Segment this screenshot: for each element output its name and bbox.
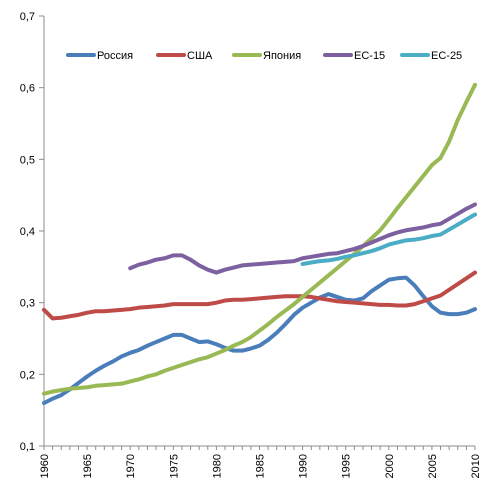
x-tick-label: 1990 — [298, 454, 310, 478]
x-tick-label: 1980 — [211, 454, 223, 478]
x-tick-label: 1970 — [125, 454, 137, 478]
x-tick-label: 1985 — [255, 454, 267, 478]
legend: Россия США Япония ЕС-15 ЕС-25 — [66, 50, 462, 62]
legend-label: ЕС-25 — [431, 50, 462, 62]
series-line-3 — [42, 82, 477, 396]
series-line-1 — [42, 275, 477, 405]
y-tick-label: 0,1 — [20, 441, 35, 453]
x-tick-label: 2010 — [470, 454, 482, 478]
x-tick-label: 1995 — [341, 454, 353, 478]
legend-label: Россия — [97, 50, 133, 62]
x-tick-label: 1975 — [168, 454, 180, 478]
y-tick-label: 0,6 — [20, 83, 35, 95]
x-tick-label: 2005 — [427, 454, 439, 478]
series-line-2 — [42, 270, 477, 321]
legend-label: Япония — [263, 50, 301, 62]
y-tick-label: 0,2 — [20, 369, 35, 381]
x-axis-ticks: 1960 1965 1970 1975 1980 1985 1990 1995 2000 2005… — [39, 446, 482, 478]
y-tick-label: 0,4 — [20, 226, 35, 238]
x-tick-label: 1965 — [82, 454, 94, 478]
x-tick-label: 2000 — [384, 454, 396, 478]
x-tick-label: 1960 — [39, 454, 51, 478]
legend-label: США — [187, 50, 213, 62]
series-line-5 — [300, 212, 477, 266]
series-layer — [42, 82, 477, 405]
series-line-4 — [128, 202, 477, 275]
legend-label: ЕС-15 — [354, 50, 385, 62]
y-axis-ticks: 0,1 0,2 0,3 0,4 0,5 0,6 0,7 — [20, 11, 44, 453]
y-tick-label: 0,3 — [20, 298, 35, 310]
y-tick-label: 0,5 — [20, 154, 35, 166]
y-tick-label: 0,7 — [20, 11, 35, 23]
